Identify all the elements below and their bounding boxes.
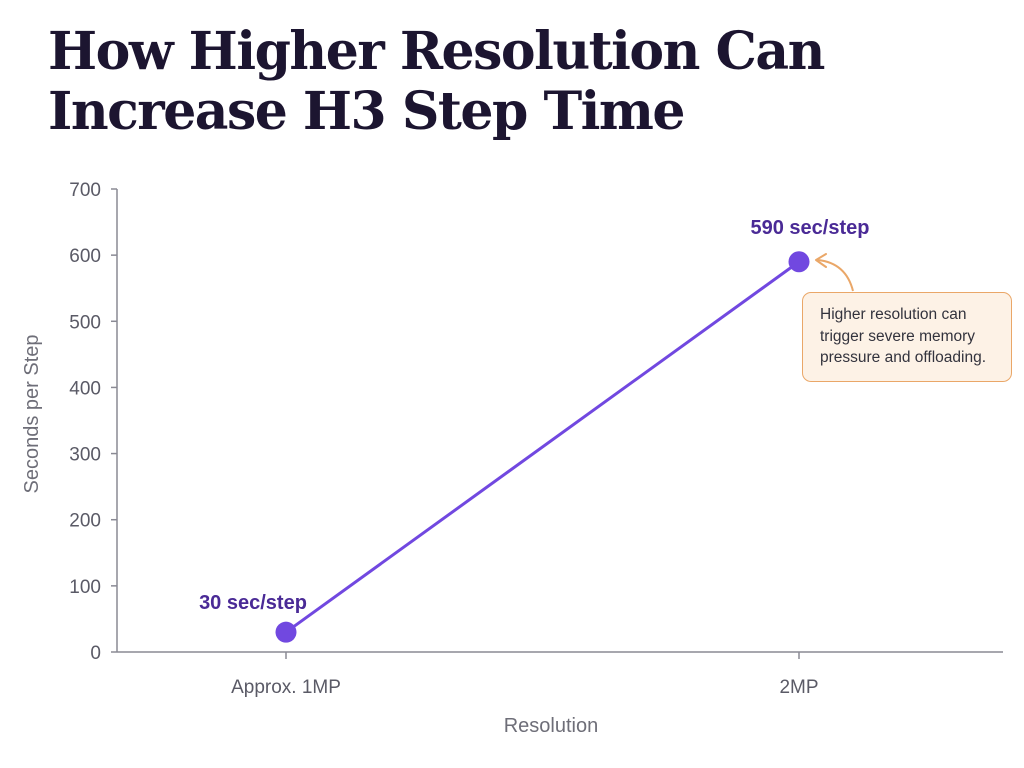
x-tick-label: 2MP (779, 677, 818, 698)
series-line-path (284, 260, 801, 634)
x-axis-title: Resolution (504, 715, 599, 737)
callout-arrow (817, 259, 854, 292)
y-tick-label: 600 (69, 246, 101, 267)
callout-arrowhead (815, 253, 827, 268)
series-line (275, 251, 810, 643)
y-tick-label: 300 (69, 445, 101, 466)
title-line-1: How Higher Resolution Can (48, 21, 825, 82)
data-label: 590 sec/step (751, 217, 870, 239)
x-tick-label: Approx. 1MP (231, 677, 341, 698)
callout-line-1: Higher resolution can (820, 306, 967, 323)
y-tick-label: 700 (69, 180, 101, 201)
title-line-2: Increase H3 Step Time (48, 81, 686, 142)
annotation-callout: Higher resolution can trigger severe mem… (802, 292, 1012, 382)
data-label: 30 sec/step (199, 592, 307, 614)
y-tick-label: 0 (90, 643, 101, 664)
y-tick-label: 200 (69, 511, 101, 532)
axes (116, 189, 1003, 653)
data-labels: 30 sec/step 590 sec/step (199, 217, 869, 614)
data-point (788, 251, 810, 273)
data-point (275, 621, 297, 643)
y-tick-label: 500 (69, 312, 101, 333)
y-axis-title: Seconds per Step (21, 335, 43, 494)
y-tick-label: 400 (69, 378, 101, 399)
x-axis-ticks: Approx. 1MP 2MP (231, 652, 819, 698)
callout-line-2: trigger severe memory (820, 327, 976, 345)
y-axis-ticks: 0 100 200 300 400 500 600 700 (69, 180, 117, 664)
callout-line-3: pressure and offloading. (820, 349, 987, 366)
page-title: How Higher Resolution Can Increase H3 St… (48, 22, 988, 142)
y-tick-label: 100 (69, 577, 101, 598)
